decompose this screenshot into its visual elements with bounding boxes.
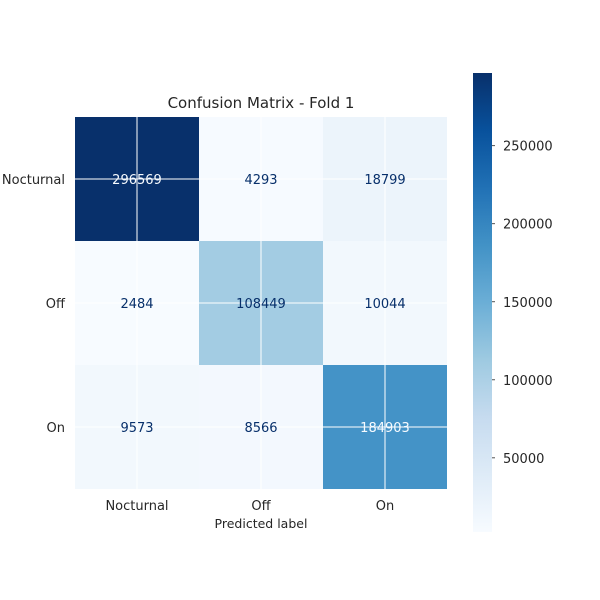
cell-value-label: 10044 <box>364 297 405 312</box>
chart-title: Confusion Matrix - Fold 1 <box>168 94 355 112</box>
cell-value-label: 18799 <box>364 173 405 188</box>
x-tick-label: Off <box>251 499 271 514</box>
grid-lines <box>75 117 447 489</box>
x-tick-label: On <box>376 499 394 514</box>
cell-value-label: 2484 <box>120 297 153 312</box>
cell-value-label: 8566 <box>244 421 277 436</box>
y-tick-labels: Nocturnal Off On <box>2 173 66 436</box>
colorbar-tick-label: 100000 <box>503 374 553 389</box>
colorbar-tick-label: 200000 <box>503 218 553 233</box>
cell-value-label: 9573 <box>120 421 153 436</box>
cell-value-label: 4293 <box>244 173 277 188</box>
y-tick-label: Nocturnal <box>2 173 65 188</box>
colorbar-tick-label: 150000 <box>503 296 553 311</box>
colorbar-ticks: 50000 100000 150000 200000 250000 <box>492 140 553 467</box>
colorbar-tick-label: 50000 <box>503 452 544 467</box>
cell-value-labels: 296569 4293 18799 2484 108449 10044 9573 8566 18… <box>112 173 410 436</box>
cell-value-label: 296569 <box>112 173 162 188</box>
y-tick-label: On <box>47 421 65 436</box>
cell-value-label: 184903 <box>360 421 410 436</box>
cell-value-label: 108449 <box>236 297 286 312</box>
x-axis-label: Predicted label <box>215 516 308 531</box>
x-tick-label: Nocturnal <box>105 499 168 514</box>
x-tick-labels: Nocturnal Off On <box>105 499 394 514</box>
y-tick-label: Off <box>46 297 66 312</box>
colorbar <box>473 73 492 532</box>
colorbar-tick-label: 250000 <box>503 140 553 155</box>
